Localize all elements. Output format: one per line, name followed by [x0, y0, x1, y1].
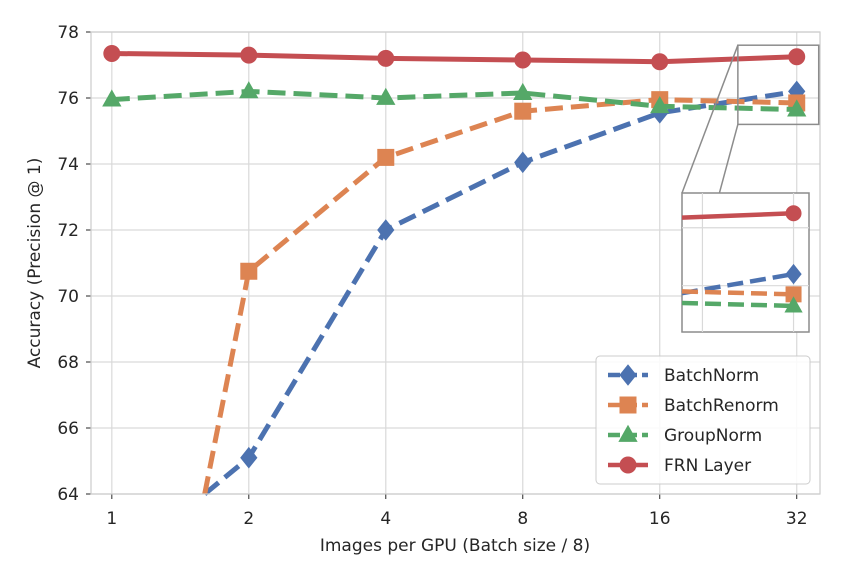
x-tick-label: 32	[786, 509, 808, 529]
legend-label: BatchRenorm	[664, 396, 779, 416]
legend-item: BatchNorm	[608, 364, 759, 386]
inset-series-line	[681, 300, 794, 309]
legend-marker	[618, 424, 638, 442]
inset-series-point	[784, 296, 803, 313]
series-point	[514, 151, 532, 174]
y-tick-label: 64	[57, 485, 79, 505]
x-tick-label: 4	[380, 509, 391, 529]
series-line	[203, 88, 798, 496]
y-tick-label: 68	[57, 353, 79, 373]
series-point	[240, 46, 258, 64]
legend-item: BatchRenorm	[608, 396, 779, 416]
y-axis-label: Accuracy (Precision @ 1)	[25, 158, 45, 369]
plot-frame	[90, 31, 821, 495]
series-line	[111, 51, 797, 65]
x-tick-label: 1	[106, 509, 117, 529]
y-tick-label: 78	[57, 23, 79, 43]
x-axis-label: Images per GPU (Batch size / 8)	[320, 536, 590, 556]
legend-label: GroupNorm	[664, 426, 762, 446]
series-point	[103, 44, 121, 62]
legend-label: FRN Layer	[664, 456, 751, 476]
legend-label: BatchNorm	[664, 366, 759, 386]
y-tick-label: 74	[57, 155, 79, 175]
legend: BatchNorm BatchRenorm GroupNorm FRN Layer	[595, 355, 811, 485]
series-point	[787, 99, 807, 117]
legend-marker	[619, 396, 637, 414]
y-tick-label: 76	[57, 89, 79, 109]
y-tick-label: 70	[57, 287, 79, 307]
series-point	[102, 89, 122, 107]
series-point	[514, 51, 532, 69]
x-tick-label: 8	[517, 509, 528, 529]
series-point	[377, 148, 395, 166]
series-point	[513, 82, 533, 100]
legend-marker	[619, 456, 637, 474]
x-tick-label: 16	[649, 509, 671, 529]
series-point	[651, 53, 669, 71]
inset-series-line	[681, 289, 794, 297]
inset	[681, 44, 820, 333]
series-point	[240, 262, 258, 280]
inset-series-line	[681, 271, 794, 296]
series-line	[111, 88, 797, 112]
series-groupnorm	[102, 81, 807, 117]
series-point	[788, 48, 806, 66]
series-layer	[102, 44, 807, 496]
legend-frame	[595, 355, 811, 485]
series-point	[377, 219, 395, 241]
series-point	[376, 87, 396, 105]
series-point	[514, 102, 532, 120]
axes: 1 2 4 8 16 32 64 66 68 70 72 74 76 78	[57, 23, 821, 529]
series-frn-layer	[103, 44, 806, 71]
series-point	[650, 96, 670, 114]
inset-series-point	[785, 263, 802, 285]
legend-item: FRN Layer	[608, 456, 751, 476]
series-point	[240, 446, 258, 469]
series-line	[202, 97, 797, 495]
zoom-connector	[681, 44, 739, 194]
series-point	[239, 81, 259, 99]
y-tick-label: 66	[57, 419, 79, 439]
zoom-region-box	[737, 44, 820, 126]
legend-item: GroupNorm	[608, 424, 762, 446]
inset-series-line	[681, 211, 794, 220]
y-tick-label: 72	[57, 221, 79, 241]
series-point	[377, 49, 395, 67]
x-tick-label: 2	[243, 509, 254, 529]
legend-marker	[619, 364, 637, 386]
inset-series-point	[785, 205, 802, 222]
